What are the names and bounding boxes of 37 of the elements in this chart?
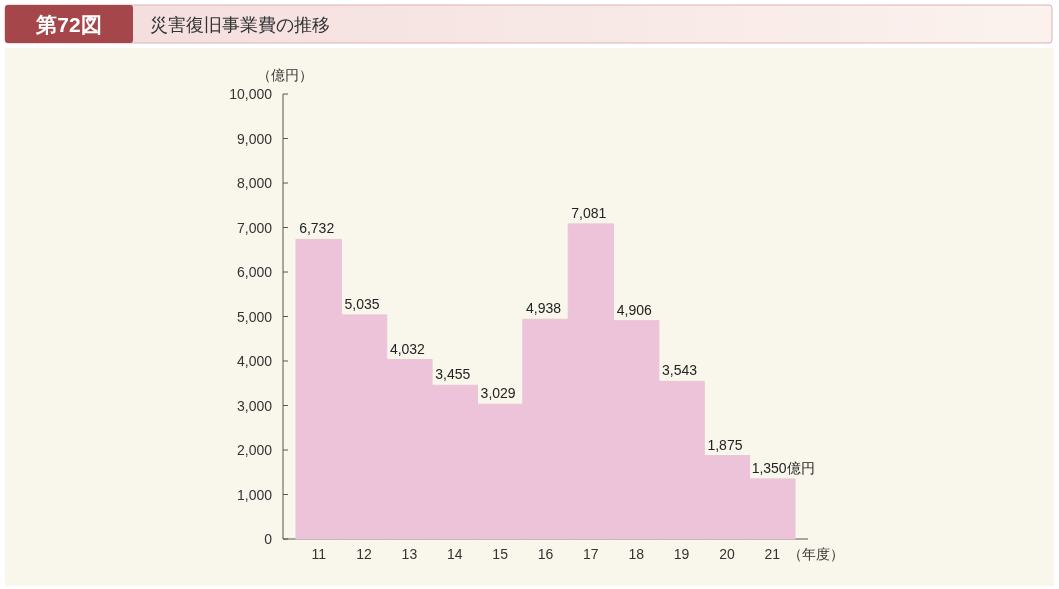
chart-title: 災害復旧事業費の推移	[150, 15, 330, 35]
x-tick-label: 17	[583, 546, 599, 562]
data-label: 3,029	[480, 385, 516, 402]
data-label: 1,875	[707, 436, 743, 453]
y-tick-label: 1,000	[236, 486, 273, 503]
text: 第72図	[35, 13, 102, 36]
data-label: 4,938	[525, 300, 562, 317]
data-label: 6,732	[299, 220, 335, 237]
y-tick-label: 3,000	[236, 397, 273, 414]
y-tick-label: 7,000	[236, 219, 273, 236]
data-label: 1,350億円	[751, 459, 815, 476]
y-tick-label: 10,000	[229, 86, 273, 102]
x-tick-label: 15	[492, 546, 509, 562]
x-tick-label: 21	[764, 546, 781, 562]
y-tick-label: 8,000	[236, 175, 273, 191]
y-tick-label: 5,000	[236, 308, 273, 325]
x-tick-label: 13	[401, 546, 418, 562]
y-tick-label: 2,000	[236, 442, 273, 458]
x-tick-label: 14	[446, 546, 463, 562]
x-tick-label: 20	[719, 546, 735, 562]
x-tick-label: 12	[356, 546, 373, 562]
x-tick-label: 11	[311, 546, 327, 562]
y-axis-title: （億円）	[257, 67, 313, 83]
y-tick-label: 4,000	[236, 353, 273, 369]
y-tick-label: 0	[264, 531, 273, 547]
data-label: 3,455	[435, 366, 471, 383]
data-label: 5,035	[344, 295, 380, 312]
data-label: 4,032	[389, 340, 426, 357]
x-tick-label: 18	[628, 546, 645, 562]
y-tick-label: 6,000	[236, 264, 273, 280]
data-label: 3,543	[662, 362, 698, 379]
y-tick-label: 9,000	[236, 130, 273, 147]
x-axis-title: （年度）	[788, 546, 844, 562]
x-tick-label: 16	[537, 546, 554, 562]
x-tick-label: 19	[673, 546, 690, 562]
data-label: 7,081	[571, 204, 607, 221]
data-label: 4,906	[616, 301, 652, 318]
